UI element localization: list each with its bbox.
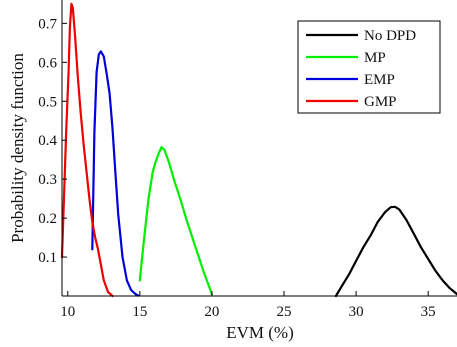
x-tick-label: 35 [421,304,436,320]
legend-label-no-dpd: No DPD [364,28,416,44]
y-tick-label: 0.5 [38,94,57,110]
x-tick-label: 25 [277,304,292,320]
x-tick-label: 15 [132,304,147,320]
y-axis-label: Probability density function [8,53,27,243]
legend-label-mp: MP [364,50,386,66]
legend-label-gmp: GMP [364,94,397,110]
y-tick-label: 0.3 [38,172,57,188]
x-axis-label: EVM (%) [226,323,294,342]
x-tick-label: 30 [349,304,364,320]
series-layer [60,2,457,298]
y-tick-label: 0.6 [38,55,57,71]
y-tick-label: 0.2 [38,211,57,227]
legend-label-emp: EMP [364,72,395,88]
legend-box [297,20,441,114]
series-line-gmp [60,2,114,298]
x-tick-label: 10 [60,304,75,320]
axes-layer: 10 15 20 25 30 35 0.1 0.2 0.3 0.4 0.5 0.6 0.7 [38,0,457,320]
series-line-mp [138,146,213,296]
y-tick-label: 0.4 [38,133,57,149]
x-tick-label: 20 [204,304,219,320]
legend: No DPD MP EMP GMP [297,20,441,114]
y-tick-label: 0.1 [38,250,57,266]
series-line-emp [91,50,140,297]
series-line-no-dpd [334,205,457,298]
y-tick-label: 0.7 [38,16,57,32]
